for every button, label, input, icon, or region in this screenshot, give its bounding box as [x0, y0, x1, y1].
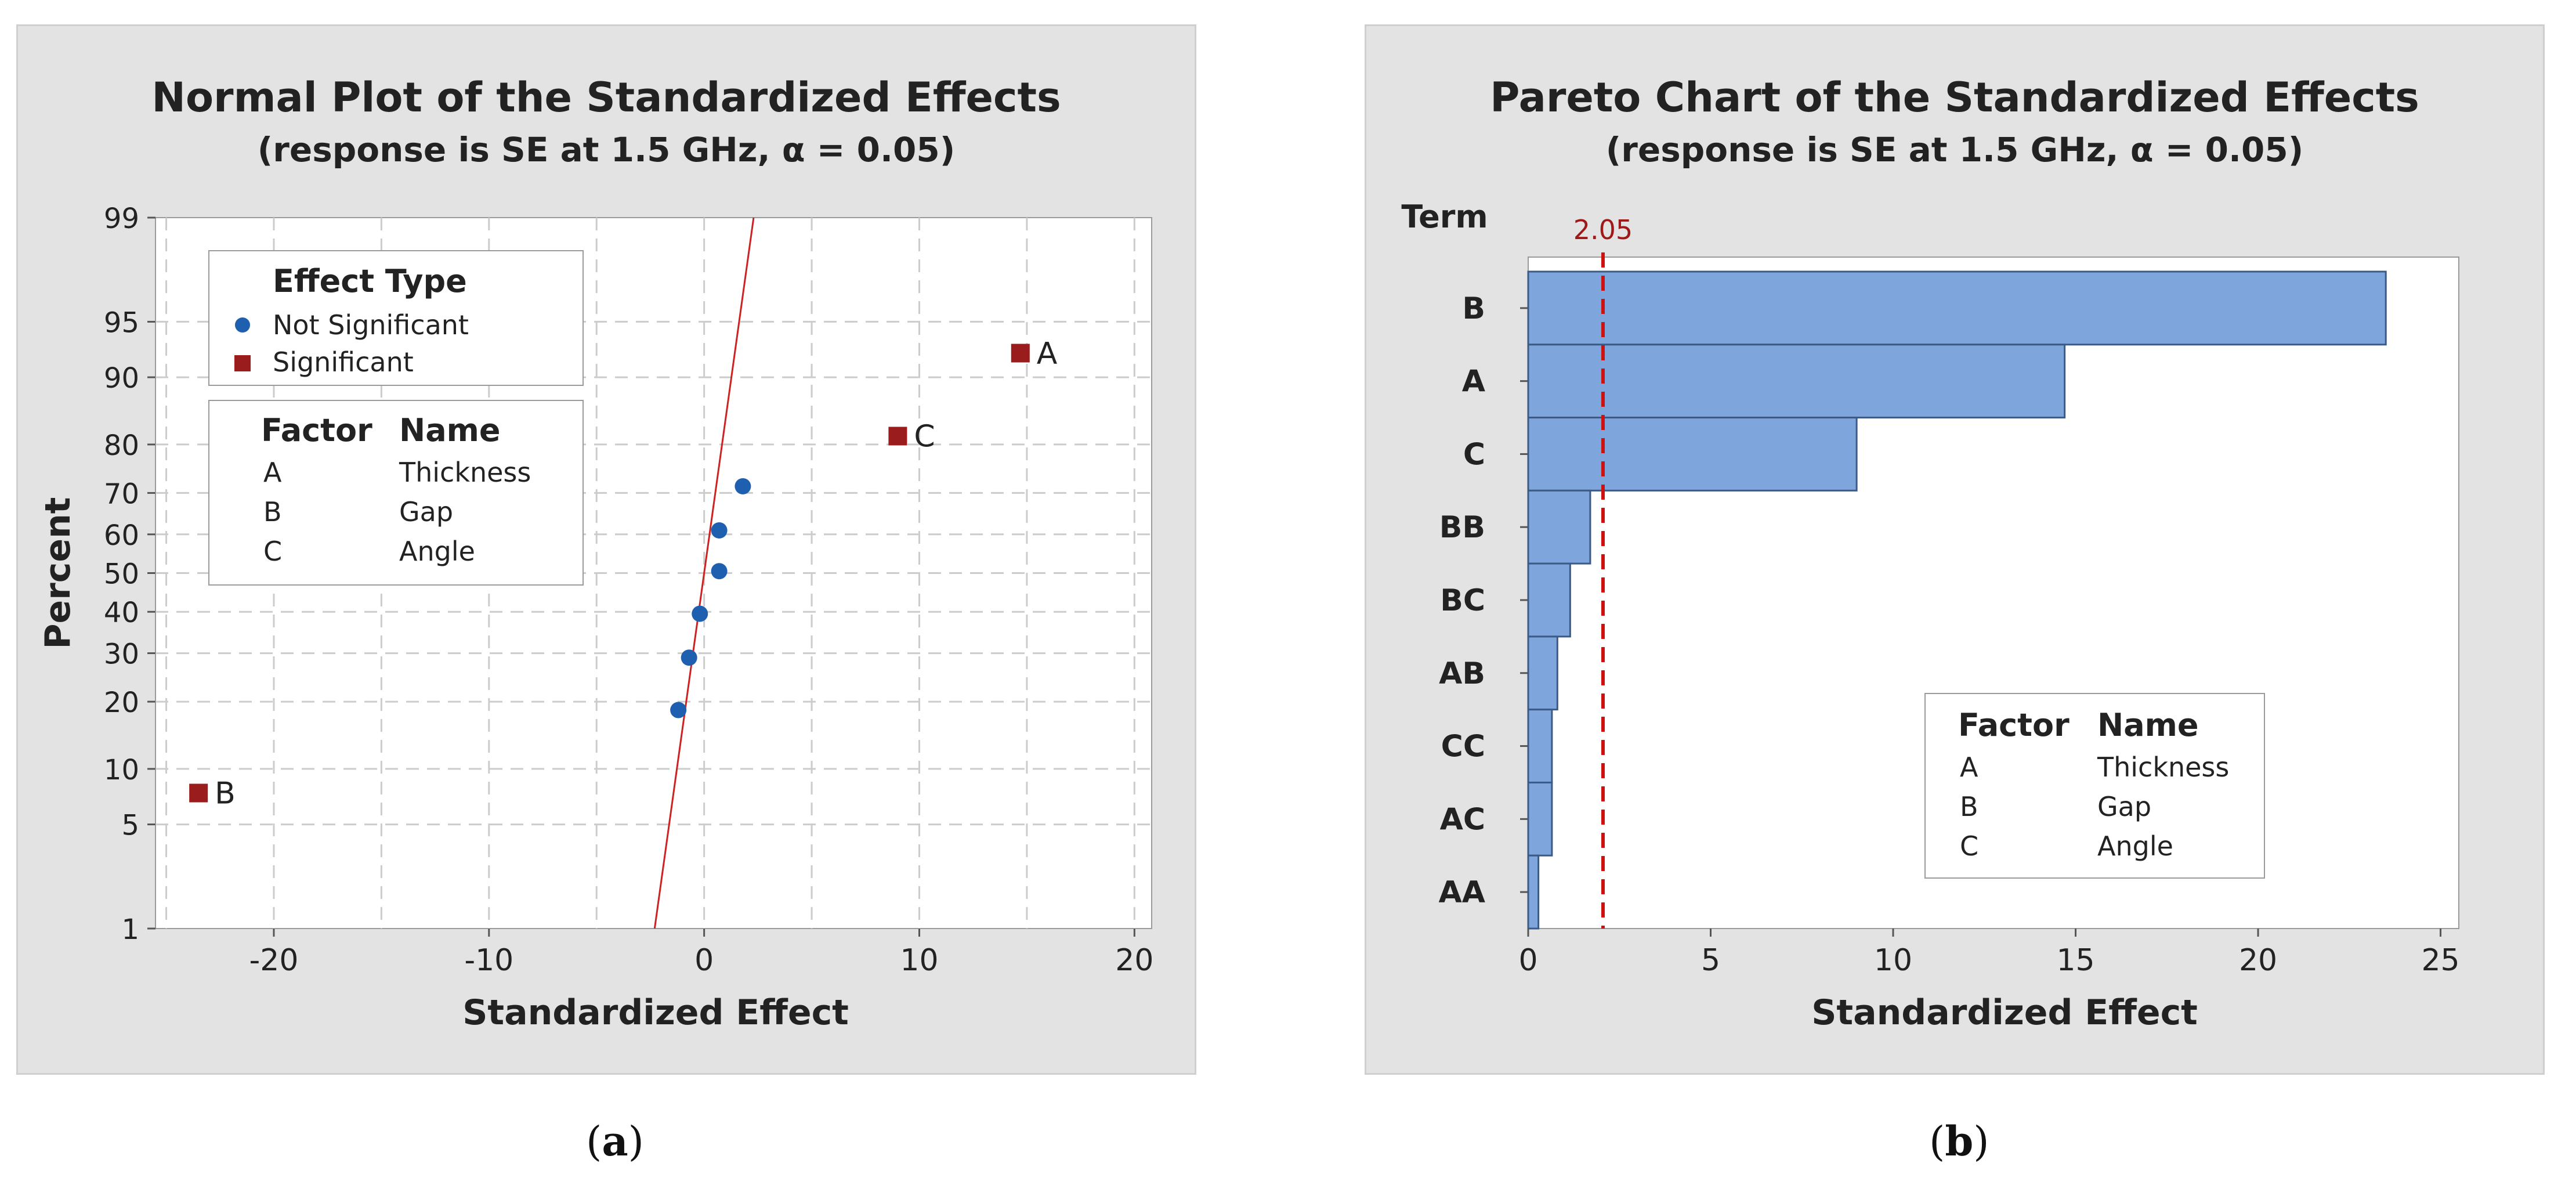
- pareto-factor-table-name-cell: Angle: [2097, 830, 2173, 862]
- pareto-term-label: BC: [1440, 583, 1485, 618]
- factor-table-factor-cell: C: [263, 536, 282, 567]
- legend-not-significant-marker: [235, 317, 250, 333]
- normal-plot-fit-line: [653, 217, 755, 929]
- pareto-term-label: AC: [1440, 802, 1485, 837]
- pareto-term-label: A: [1462, 364, 1485, 399]
- pareto-bar: [1527, 709, 1553, 783]
- normal-plot-x-tick-label: 10: [900, 943, 938, 978]
- pareto-x-tick-label: 20: [2239, 943, 2277, 978]
- normal-plot-y-tick-label: 50: [104, 558, 139, 591]
- pareto-x-axis-label: Standardized Effect: [1811, 992, 2198, 1033]
- pareto-y-axis-label: Term: [1401, 198, 1488, 235]
- pareto-x-tick-label: 0: [1518, 943, 1537, 978]
- normal-plot-y-tick-label: 95: [104, 306, 139, 339]
- factor-table-header-name: Name: [399, 412, 501, 449]
- normal-plot-x-tick-label: -20: [249, 943, 298, 978]
- not-significant-point: [711, 522, 728, 539]
- pareto-term-label: C: [1463, 437, 1485, 472]
- normal-plot-x-tick-label: -10: [464, 943, 513, 978]
- normal-plot-title: Normal Plot of the Standardized Effects: [151, 74, 1061, 121]
- caption-b: (b): [1929, 1117, 1989, 1165]
- pareto-bar: [1527, 489, 1591, 565]
- pareto-reference-label: 2.05: [1573, 214, 1633, 245]
- normal-plot-y-tick-label: 90: [104, 362, 139, 395]
- caption-a: (a): [586, 1117, 644, 1165]
- factor-table-name-cell: Gap: [399, 496, 453, 528]
- pareto-x-tick-label: 15: [2056, 943, 2094, 978]
- pareto-bar: [1527, 854, 1540, 930]
- pareto-term-label: B: [1462, 291, 1485, 326]
- normal-plot-y-tick-label: 1: [121, 913, 139, 946]
- normal-plot-y-tick-label: 20: [104, 687, 139, 719]
- pareto-x-tick-label: 10: [1874, 943, 1912, 978]
- pareto-bar: [1527, 344, 2066, 419]
- pareto-factor-table-factor-cell: B: [1960, 791, 1978, 822]
- normal-plot-y-tick-label: 40: [104, 597, 139, 629]
- pareto-bar: [1527, 270, 2387, 346]
- effect-type-legend-title: Effect Type: [273, 263, 467, 299]
- normal-plot-y-tick-label: 70: [104, 478, 139, 510]
- factor-table-name-cell: Thickness: [399, 457, 531, 488]
- pareto-factor-table-factor-cell: A: [1960, 752, 1978, 783]
- normal-plot-subtitle: (response is SE at 1.5 GHz, α = 0.05): [258, 130, 955, 169]
- normal-plot-y-tick-label: 99: [104, 203, 139, 235]
- pareto-bar: [1527, 781, 1553, 857]
- pareto-subtitle: (response is SE at 1.5 GHz, α = 0.05): [1606, 130, 2303, 169]
- not-significant-point: [670, 702, 687, 718]
- not-significant-point: [735, 478, 751, 494]
- significant-point-label: C: [914, 419, 935, 454]
- factor-table-factor-cell: A: [263, 457, 282, 488]
- pareto-term-label: AA: [1439, 875, 1486, 910]
- pareto-factor-table-header-name: Name: [2097, 707, 2199, 743]
- pareto-factor-table-box: [1924, 693, 2265, 879]
- factor-table-factor-cell: B: [263, 496, 282, 528]
- not-significant-point: [711, 563, 728, 580]
- legend-significant-label: Significant: [273, 346, 414, 378]
- pareto-bar: [1527, 635, 1558, 711]
- significant-point: [189, 783, 208, 803]
- normal-plot-y-tick-label: 10: [104, 754, 139, 786]
- pareto-x-tick-label: 25: [2421, 943, 2459, 978]
- pareto-factor-table-header-factor: Factor: [1958, 707, 2070, 743]
- pareto-title: Pareto Chart of the Standardized Effects: [1490, 74, 2419, 121]
- normal-plot-y-tick-label: 30: [104, 638, 139, 671]
- pareto-factor-table-factor-cell: C: [1960, 830, 1978, 862]
- pareto-bar: [1527, 417, 1858, 492]
- factor-table-name-cell: Angle: [399, 536, 475, 567]
- normal-plot-x-tick-label: 0: [694, 943, 714, 978]
- normal-plot-y-tick-label: 80: [104, 429, 139, 462]
- normal-plot-y-axis-label: Percent: [38, 497, 78, 649]
- effect-type-legend-box: [208, 250, 584, 386]
- legend-significant-marker: [234, 355, 251, 371]
- pareto-term-label: BB: [1439, 510, 1485, 545]
- significant-point: [888, 427, 907, 446]
- normal-plot-x-axis-label: Standardized Effect: [462, 992, 849, 1033]
- legend-not-significant-label: Not Significant: [273, 309, 469, 341]
- pareto-x-tick-label: 5: [1701, 943, 1720, 978]
- pareto-factor-table-name-cell: Gap: [2097, 791, 2151, 822]
- significant-point-label: A: [1037, 336, 1058, 371]
- pareto-bar: [1527, 562, 1571, 638]
- normal-plot-y-tick-label: 5: [121, 810, 139, 842]
- normal-plot-factor-table-box: [208, 400, 584, 586]
- not-significant-point: [681, 649, 697, 666]
- significant-point-label: B: [215, 776, 236, 811]
- factor-table-header-factor: Factor: [261, 412, 372, 449]
- pareto-term-label: CC: [1441, 729, 1485, 764]
- not-significant-point: [692, 605, 708, 622]
- pareto-term-label: AB: [1439, 656, 1485, 691]
- normal-plot-x-tick-label: 20: [1115, 943, 1153, 978]
- pareto-factor-table-name-cell: Thickness: [2097, 752, 2229, 783]
- significant-point: [1011, 344, 1030, 363]
- normal-plot-y-tick-label: 60: [104, 519, 139, 552]
